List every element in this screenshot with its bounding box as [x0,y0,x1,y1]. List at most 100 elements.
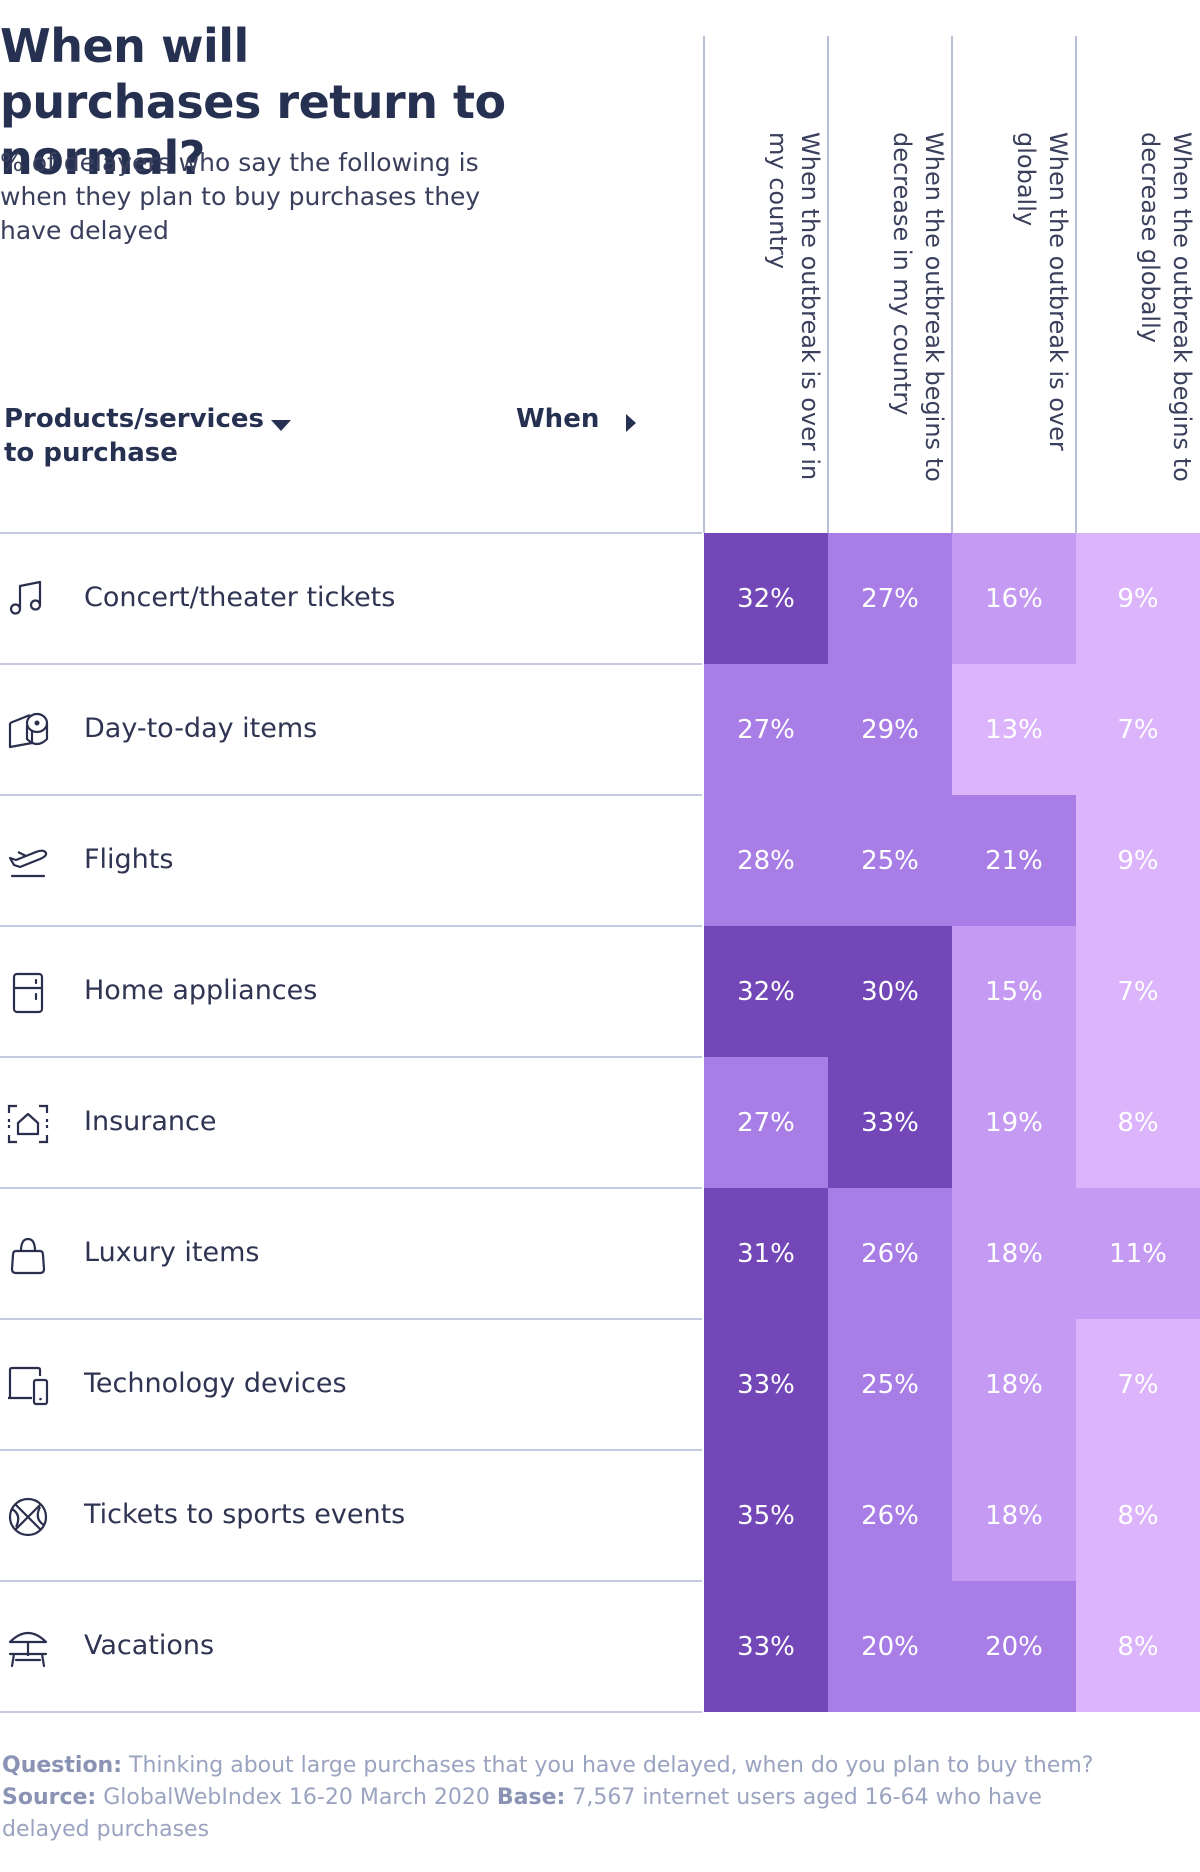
value-cell: 16% [952,533,1076,664]
column-divider [1075,36,1077,533]
row-divider [0,663,702,665]
row-divider [0,794,702,796]
value-cell: 31% [704,1188,828,1319]
arrow-right-icon[interactable] [626,414,636,432]
value-cell: 33% [828,1057,952,1188]
column-header-label: When the outbreak is over in my country [764,132,824,481]
value-cell: 15% [952,926,1076,1057]
source-text: GlobalWebIndex 16-20 March 2020 [103,1785,490,1810]
value-cell: 18% [952,1450,1076,1581]
value-cell: 9% [1076,795,1200,926]
row-divider [0,532,702,534]
row-divider [0,1318,702,1320]
column-header-label: When the outbreak is over globally [1012,132,1072,451]
value-cell: 26% [828,1450,952,1581]
row-divider [0,925,702,927]
value-cell: 33% [704,1319,828,1450]
music-note-icon [6,578,50,622]
products-column-label: Products/services to purchase [4,404,264,468]
value-cell: 9% [1076,533,1200,664]
column-divider [827,36,829,533]
row-label: Concert/theater tickets [84,582,396,613]
row-label: Home appliances [84,975,318,1006]
devices-icon [6,1364,50,1408]
row-divider [0,1580,702,1582]
column-header: When the outbreak begins to decrease in … [828,132,952,502]
value-cell: 27% [828,533,952,664]
table-row: Vacations [0,1581,702,1711]
row-label: Vacations [84,1630,215,1661]
table-row: Insurance [0,1057,702,1187]
row-divider [0,1187,702,1189]
question-label: Question: [2,1753,123,1778]
row-label: Day-to-day items [84,713,318,744]
table-row: Tickets to sports events [0,1450,702,1580]
base-label: Base: [496,1785,566,1810]
value-cell: 25% [828,795,952,926]
row-label: Flights [84,844,174,875]
value-cell: 21% [952,795,1076,926]
row-label: Tickets to sports events [84,1499,406,1530]
value-cell: 33% [704,1581,828,1712]
basketball-icon [6,1495,50,1539]
sort-down-icon[interactable] [271,420,291,431]
beach-umbrella-icon [6,1626,50,1670]
source-label: Source: [2,1785,97,1810]
value-cell: 8% [1076,1450,1200,1581]
value-cell: 18% [952,1319,1076,1450]
value-cell: 7% [1076,926,1200,1057]
column-header-label: When the outbreak begins to decrease glo… [1136,132,1196,482]
row-label: Insurance [84,1106,217,1137]
value-cell: 32% [704,926,828,1057]
question-note: Question: Thinking about large purchases… [2,1750,1122,1782]
column-divider [703,36,705,533]
base-text: 7,567 internet users aged 16-64 who have… [2,1785,1042,1842]
handbag-icon [6,1233,50,1277]
table-row: Technology devices [0,1319,702,1449]
column-divider [951,36,953,533]
value-cell: 26% [828,1188,952,1319]
column-header: When the outbreak is over globally [952,132,1076,502]
column-header: When the outbreak is over in my country [704,132,828,502]
source-note: Source: GlobalWebIndex 16-20 March 2020 … [2,1782,1122,1846]
airplane-icon [6,840,50,884]
column-header-label: When the outbreak begins to decrease in … [888,132,948,482]
value-cell: 29% [828,664,952,795]
value-cell: 8% [1076,1057,1200,1188]
value-cell: 25% [828,1319,952,1450]
question-text: Thinking about large purchases that you … [129,1753,1094,1778]
fridge-icon [6,971,50,1015]
value-cell: 20% [952,1581,1076,1712]
value-cell: 18% [952,1188,1076,1319]
value-cell: 19% [952,1057,1076,1188]
table-row: Luxury items [0,1188,702,1318]
value-cell: 32% [704,533,828,664]
table-row: Concert/theater tickets [0,533,702,663]
chart-title: When will purchases return to normal? [0,19,506,185]
when-column-label: When [516,404,600,434]
table-row: Day-to-day items [0,664,702,794]
column-header: When the outbreak begins to decrease glo… [1076,132,1200,502]
row-divider [0,1056,702,1058]
row-label: Technology devices [84,1368,347,1399]
footer-notes: Question: Thinking about large purchases… [2,1750,1122,1846]
toilet-roll-icon [6,709,50,753]
value-cell: 7% [1076,1319,1200,1450]
value-cell: 28% [704,795,828,926]
chart-subtitle: % of delayers who say the following is w… [0,148,481,245]
value-cell: 30% [828,926,952,1057]
value-cell: 20% [828,1581,952,1712]
row-divider [0,1449,702,1451]
value-cell: 27% [704,664,828,795]
value-cell: 35% [704,1450,828,1581]
value-cell: 11% [1076,1188,1200,1319]
value-cell: 8% [1076,1581,1200,1712]
value-cell: 13% [952,664,1076,795]
value-cell: 27% [704,1057,828,1188]
row-divider [0,1711,702,1713]
table-row: Home appliances [0,926,702,1056]
house-scan-icon [6,1102,50,1146]
row-label: Luxury items [84,1237,260,1268]
table-row: Flights [0,795,702,925]
value-cell: 7% [1076,664,1200,795]
